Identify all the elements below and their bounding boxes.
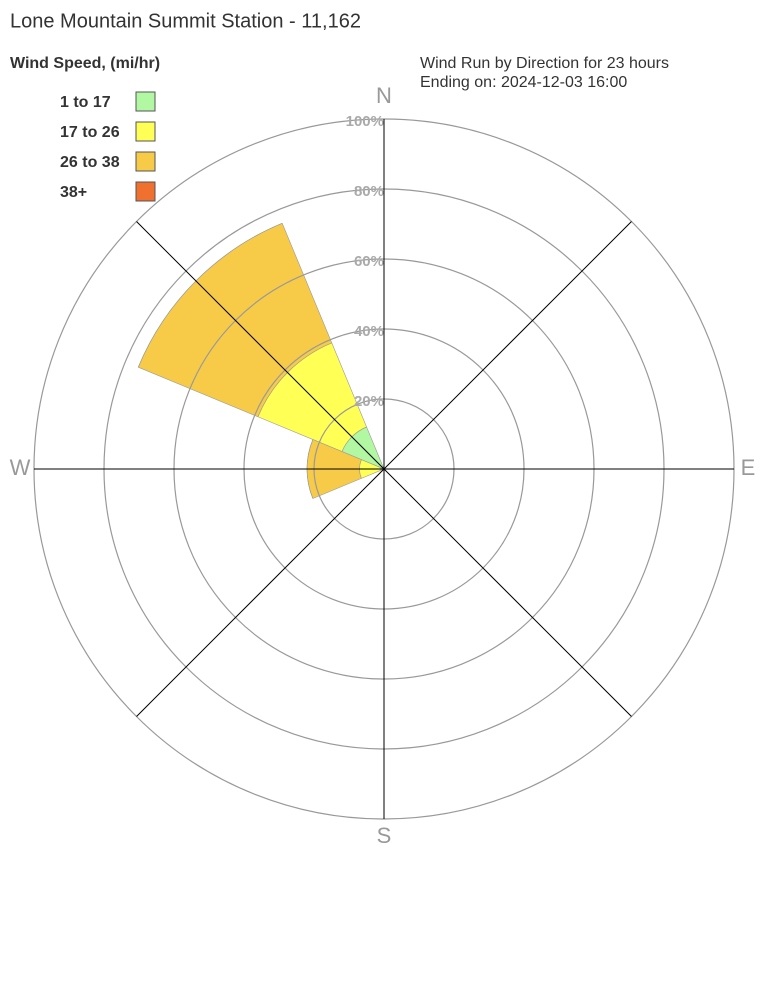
- compass-label: E: [741, 455, 756, 480]
- compass-label: W: [10, 455, 31, 480]
- ring-label: 80%: [354, 183, 384, 200]
- legend-label: 26 to 38: [60, 154, 120, 171]
- legend-label: 38+: [60, 184, 87, 201]
- legend-label: 1 to 17: [60, 94, 111, 111]
- spoke: [136, 468, 385, 717]
- spoke: [136, 221, 385, 470]
- ring-label: 40%: [354, 323, 384, 340]
- ring-label: 100%: [346, 113, 384, 130]
- legend-title: Wind Speed, (mi/hr): [10, 55, 160, 72]
- spoke: [383, 468, 632, 717]
- legend-swatch: [135, 181, 156, 202]
- chart-title: Lone Mountain Summit Station - 11,162: [10, 10, 361, 32]
- ring-label: 20%: [354, 393, 384, 410]
- legend-swatch: [135, 151, 156, 172]
- subtitle: Wind Run by Direction for 23 hours: [420, 55, 669, 72]
- compass-label: N: [376, 83, 392, 108]
- spoke: [383, 221, 632, 470]
- wedge: [137, 222, 283, 368]
- ring-label: 60%: [354, 253, 384, 270]
- legend-label: 17 to 26: [60, 124, 120, 141]
- legend-swatch: [135, 121, 156, 142]
- legend-swatch: [135, 91, 156, 112]
- subtitle: Ending on: 2024-12-03 16:00: [420, 74, 627, 91]
- compass-label: S: [377, 823, 392, 848]
